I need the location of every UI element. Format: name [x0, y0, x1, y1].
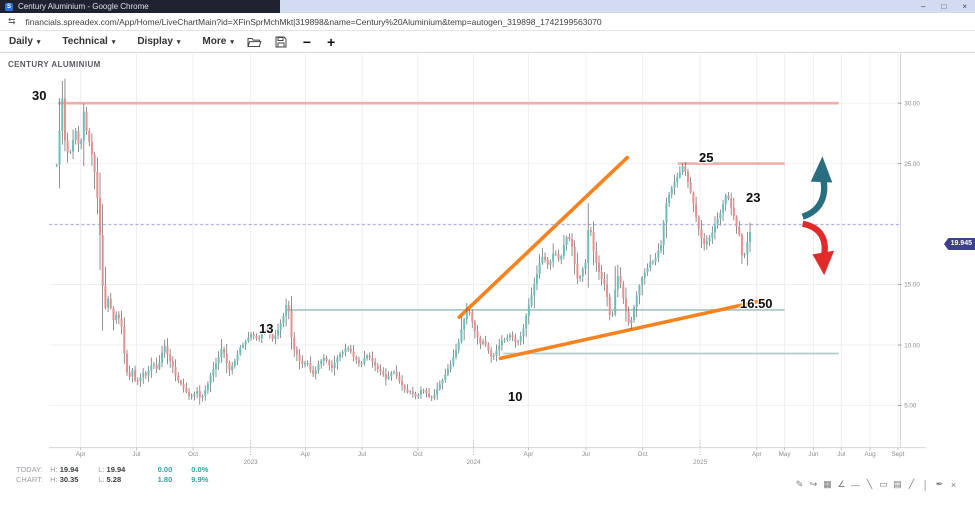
- marker-pen-icon[interactable]: ✒: [935, 479, 944, 489]
- svg-text:30.00: 30.00: [904, 100, 920, 107]
- zoom-in-icon[interactable]: +: [327, 33, 336, 50]
- high-label: H:: [50, 465, 58, 474]
- svg-text:Jun: Jun: [808, 451, 819, 458]
- today-label: TODAY:: [16, 465, 43, 474]
- maximize-icon[interactable]: □: [941, 2, 947, 11]
- close-tools-icon[interactable]: ×: [950, 479, 957, 490]
- svg-text:Oct: Oct: [413, 451, 423, 458]
- diagonal-line-icon[interactable]: ╱: [908, 479, 915, 489]
- svg-text:2024: 2024: [467, 459, 481, 466]
- svg-text:Jul: Jul: [582, 451, 590, 458]
- chevron-down-icon: ▾: [111, 38, 116, 46]
- chart-change-pct: 9.9%: [191, 475, 209, 484]
- svg-text:15.00: 15.00: [904, 282, 920, 289]
- svg-text:Apr: Apr: [524, 451, 534, 458]
- chart-annotation: 30: [32, 88, 47, 103]
- menu-more-label: More: [202, 36, 227, 47]
- menu-daily-label: Daily: [9, 36, 33, 47]
- svg-text:25.00: 25.00: [904, 161, 920, 168]
- arrow-up-icon: [801, 156, 833, 220]
- svg-text:Apr: Apr: [752, 451, 762, 458]
- today-row: TODAY: H: 19.94 L: 19.94 0.00 0.0%: [16, 465, 208, 475]
- measure-icon[interactable]: ▤: [893, 479, 902, 489]
- separator-icon: │: [922, 479, 929, 490]
- chart-annotation: 23: [746, 190, 761, 205]
- today-change: 0.00: [157, 465, 173, 474]
- open-folder-icon[interactable]: [247, 36, 262, 48]
- chart-high: 30.35: [59, 475, 79, 484]
- window-title-tab: S Century Aluminium - Google Chrome: [0, 0, 280, 13]
- svg-text:5.00: 5.00: [904, 403, 917, 410]
- low-label: L:: [98, 465, 105, 474]
- svg-text:10.00: 10.00: [904, 342, 920, 349]
- grid-table-icon[interactable]: ▦: [823, 479, 832, 489]
- trend-lines-icon[interactable]: ∠: [837, 479, 846, 489]
- today-change-pct: 0.0%: [191, 465, 209, 474]
- url-text[interactable]: financials.spreadex.com/App/Home/LiveCha…: [25, 16, 602, 27]
- menu-display[interactable]: Display ▾: [137, 36, 180, 47]
- minimize-icon[interactable]: –: [921, 2, 926, 11]
- save-icon[interactable]: [275, 36, 287, 48]
- chevron-down-icon: ▾: [230, 38, 234, 46]
- chart-annotation: 13: [259, 321, 274, 336]
- close-icon[interactable]: ×: [962, 2, 967, 11]
- trendline-icon[interactable]: ╲: [866, 479, 873, 489]
- svg-text:May: May: [779, 451, 792, 458]
- horizontal-line-icon[interactable]: —: [851, 479, 860, 490]
- menu-technical-label: Technical: [62, 36, 108, 47]
- svg-text:Apr: Apr: [76, 451, 86, 458]
- zoom-out-icon[interactable]: −: [302, 33, 312, 50]
- menu-daily[interactable]: Daily ▾: [9, 36, 40, 47]
- svg-text:Apr: Apr: [301, 451, 311, 458]
- chart-row: CHART: H: 30.35 L: 5.28 1.80 9.9%: [16, 475, 208, 485]
- window-titlebar: S Century Aluminium - Google Chrome – □ …: [0, 0, 975, 13]
- redo-arrow-icon[interactable]: ↪: [809, 479, 818, 489]
- svg-text:2025: 2025: [693, 459, 707, 466]
- svg-text:Jul: Jul: [837, 451, 845, 458]
- today-low: 19.94: [106, 465, 126, 474]
- price-info-panel: TODAY: H: 19.94 L: 19.94 0.00 0.0% CHART…: [16, 465, 208, 485]
- chart-annotation: 16.50: [740, 296, 773, 311]
- site-favicon: S: [5, 2, 13, 11]
- chart-low: 5.28: [106, 475, 122, 484]
- svg-text:Oct: Oct: [638, 451, 648, 458]
- chart-annotation: 10: [508, 389, 523, 404]
- arrow-down-icon: [801, 220, 835, 276]
- draw-pencil-icon[interactable]: ✎: [795, 479, 804, 489]
- high-label: H:: [50, 475, 58, 484]
- low-label: L:: [98, 475, 105, 484]
- rectangle-icon[interactable]: ▭: [879, 479, 888, 489]
- url-bar[interactable]: ⇆ financials.spreadex.com/App/Home/LiveC…: [0, 13, 975, 31]
- svg-text:Jul: Jul: [132, 451, 140, 458]
- svg-text:Sept: Sept: [891, 451, 904, 458]
- window-title: Century Aluminium - Google Chrome: [18, 2, 149, 11]
- svg-text:Jul: Jul: [358, 451, 366, 458]
- chevron-down-icon: ▾: [176, 38, 181, 46]
- menu-technical[interactable]: Technical ▾: [62, 36, 115, 47]
- menu-more[interactable]: More ▾: [202, 36, 233, 47]
- chart-area[interactable]: Apr Jul Oct 2023 Apr Jul Oct 2024 Apr Jul Oct 2025 A…: [0, 53, 975, 525]
- svg-text:2023: 2023: [244, 459, 258, 466]
- chart-label: CHART:: [16, 475, 43, 484]
- chart-annotation: 25: [699, 150, 714, 165]
- svg-text:Oct: Oct: [188, 451, 198, 458]
- current-price-badge: 19.945: [944, 238, 975, 250]
- chart-change: 1.80: [157, 475, 173, 484]
- today-high: 19.94: [59, 465, 79, 474]
- chart-menubar: Daily ▾ Technical ▾ Display ▾ More ▾: [0, 31, 975, 53]
- price-chart-canvas[interactable]: Apr Jul Oct 2023 Apr Jul Oct 2024 Apr Jul Oct 2025 A…: [0, 53, 975, 525]
- menu-display-label: Display: [137, 36, 173, 47]
- svg-text:Aug: Aug: [864, 451, 876, 458]
- drawing-tools-bar: ✎ ↪ ▦ ∠ — ╲ ▭ ▤ ╱ │ ✒ ×: [795, 479, 958, 490]
- page-info-icon[interactable]: ⇆: [8, 16, 16, 26]
- chevron-down-icon: ▾: [36, 38, 41, 46]
- instrument-name: CENTURY ALUMINIUM: [8, 60, 101, 69]
